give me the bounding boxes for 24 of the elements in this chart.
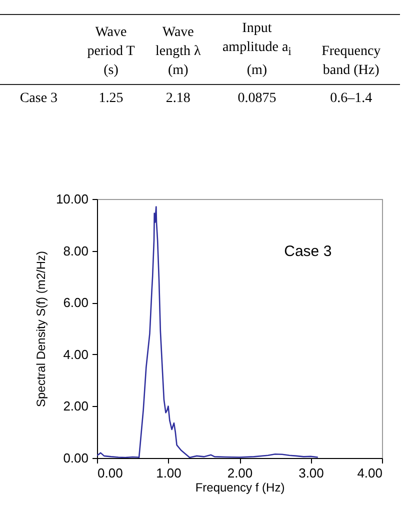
text: Wave period T (s) bbox=[77, 14, 145, 84]
text: 2.18 bbox=[164, 90, 192, 108]
y-tick-label: 2.00 bbox=[63, 398, 88, 414]
x-tick-label: 0.00 bbox=[98, 466, 123, 480]
x-tick-label: 4.00 bbox=[357, 466, 382, 480]
text: Input amplitude a$_{i}$ (m) bbox=[222, 21, 292, 78]
text: 0.6–1.4 bbox=[329, 90, 374, 108]
x-tick-label: 2.00 bbox=[227, 466, 253, 480]
x-tick-label: 3.00 bbox=[298, 466, 324, 480]
y-tick-label: 10.00 bbox=[56, 192, 88, 206]
y-tick-label: 0.00 bbox=[63, 450, 88, 466]
text: Case 3 bbox=[18, 90, 59, 108]
y-tick-label: 8.00 bbox=[63, 243, 88, 258]
x-axis-title: Frequency f (Hz) bbox=[195, 480, 285, 494]
y-tick-label: 6.00 bbox=[63, 295, 88, 310]
text: 0.0875 bbox=[236, 90, 278, 108]
y-tick-label: 4.00 bbox=[63, 346, 88, 362]
line-series bbox=[97, 206, 319, 458]
text: Wave length λ (m) bbox=[144, 14, 212, 84]
annotation: Case 3 bbox=[284, 242, 332, 260]
y-axis-title: Spectral Density S(f) (m2/Hz) bbox=[34, 250, 48, 408]
x-tick-label: 1.00 bbox=[156, 466, 182, 480]
text: 1.25 bbox=[98, 90, 124, 108]
text: Frequency band (Hz) bbox=[302, 14, 400, 84]
